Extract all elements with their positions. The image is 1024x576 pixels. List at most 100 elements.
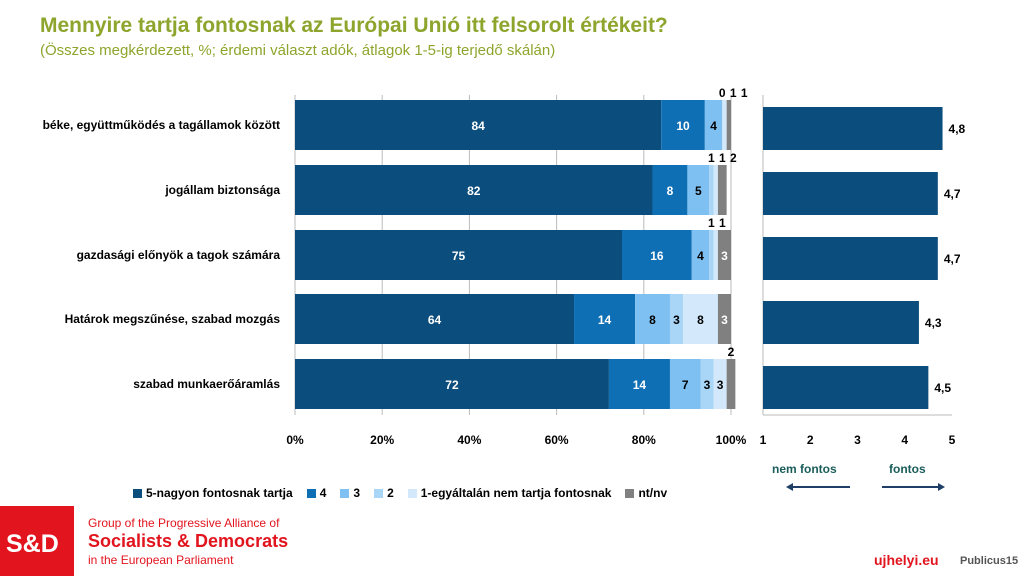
bar-segment (700, 359, 714, 409)
bar-segment (683, 294, 718, 344)
x-tick-label: 1 (760, 433, 767, 447)
data-label: 7 (682, 378, 689, 392)
bar-segment (726, 100, 731, 150)
mean-bar (763, 237, 938, 280)
data-label: 3 (704, 378, 711, 392)
bar-segment (661, 100, 705, 150)
legend-label: 3 (353, 486, 361, 500)
legend-label: 5-nagyon fontosnak tartja (146, 486, 293, 500)
bar-segment (704, 100, 723, 150)
category-label: gazdasági előnyök a tagok számára (77, 248, 281, 262)
bar-segment (608, 359, 670, 409)
sd-line1: Group of the Progressive Alliance of (88, 516, 280, 530)
x-tick-label: 100% (716, 433, 747, 447)
data-label: 10 (676, 119, 690, 133)
bar-segment (635, 294, 670, 344)
bar-segment (709, 165, 714, 215)
data-label: 1 (719, 216, 726, 230)
chart-title: Mennyire tartja fontosnak az Európai Uni… (40, 14, 668, 37)
data-label: 4 (697, 249, 704, 263)
legend-label: 2 (387, 486, 394, 500)
legend-item: 2 (374, 486, 394, 500)
category-label: jogállam biztonsága (164, 183, 280, 197)
x-tick-label: 40% (457, 433, 481, 447)
x-tick-label: 20% (370, 433, 394, 447)
bar-segment (713, 165, 718, 215)
mean-label: 4,7 (944, 252, 961, 266)
data-label: 3 (673, 313, 680, 327)
mean-label: 4,8 (949, 122, 966, 136)
data-label: 82 (467, 184, 481, 198)
mean-label: 4,7 (944, 187, 961, 201)
legend-label: 1-egyáltalán nem tartja fontosnak (420, 486, 612, 500)
x-tick-label: 60% (545, 433, 569, 447)
data-label: 14 (633, 378, 647, 392)
bar-segment (717, 165, 727, 215)
legend-item: nt/nv (625, 486, 667, 500)
data-label: 8 (649, 313, 656, 327)
bar-segment (717, 230, 731, 280)
x-tick-label: 2 (807, 433, 814, 447)
bar-segment (574, 294, 636, 344)
mean-label: 4,5 (934, 381, 951, 395)
legend: 5-nagyon fontosnak tartja 4 3 2 1-egyáltalán… (133, 486, 667, 500)
legend-swatch (133, 488, 142, 498)
legend-swatch (340, 488, 350, 498)
mean-bar (763, 172, 938, 215)
data-label: 1 (741, 86, 748, 100)
mean-bar (763, 301, 919, 344)
legend-item: 1-egyáltalán nem tartja fontosnak (407, 486, 612, 500)
bar-segment (726, 359, 736, 409)
sd-logo: S&D (0, 506, 74, 576)
bar-segment (295, 294, 575, 344)
x-tick-label: 4 (901, 433, 908, 447)
mean-bar (763, 366, 929, 409)
publicus-logo: Publicus15 (960, 555, 1019, 567)
x-tick-label: 0% (286, 433, 304, 447)
data-label: 75 (452, 249, 466, 263)
legend-item: 4 (306, 486, 327, 500)
sd-line2: Socialists & Democrats (88, 531, 289, 551)
ujhelyi-logo: ujhelyi.eu (874, 552, 939, 568)
bar-segment (669, 294, 684, 344)
sd-line3: in the European Parliament (88, 553, 234, 567)
data-label: 72 (445, 378, 459, 392)
arrow-right-icon (938, 483, 945, 491)
data-label: 1 (719, 151, 726, 165)
x-tick-label: 3 (854, 433, 861, 447)
data-label: 14 (598, 313, 612, 327)
category-label: béke, együttműködés a tagállamok között (43, 118, 280, 132)
data-label: 1 (708, 151, 715, 165)
bar-segment (717, 294, 731, 344)
legend-swatch (625, 488, 635, 498)
legend-label: nt/nv (638, 486, 668, 500)
legend-swatch (374, 488, 384, 498)
data-label: 2 (728, 345, 735, 359)
category-label: szabad munkaerőáramlás (133, 377, 280, 391)
legend-swatch (306, 488, 316, 498)
data-label: 1 (708, 216, 715, 230)
bar-segment (295, 165, 653, 215)
bar-segment (295, 359, 609, 409)
chart-subtitle: (Összes megkérdezett, %; érdemi választ … (40, 42, 556, 59)
data-label: 5 (695, 184, 702, 198)
bar-segment (669, 359, 701, 409)
bar-segment (622, 230, 692, 280)
bar-segment (709, 230, 714, 280)
bar-segment (295, 100, 662, 150)
bar-segment (713, 359, 727, 409)
data-label: 16 (650, 249, 664, 263)
bar-segment (713, 230, 718, 280)
legend-label: 4 (319, 486, 327, 500)
sd-text: Group of the Progressive Alliance of Soc… (88, 516, 288, 567)
mean-label: 4,3 (925, 316, 942, 330)
legend-item: 3 (340, 486, 360, 500)
data-label: 8 (667, 184, 674, 198)
category-label: Határok megszűnése, szabad mozgás (65, 312, 281, 326)
bar-segment (295, 230, 622, 280)
chart-canvas: 0% 20% 40% 60% 80% 100% béke, együttműködés a … (43, 86, 966, 491)
fontos-label: fontos (889, 462, 926, 476)
legend-swatch (407, 488, 417, 498)
mean-bar (763, 107, 943, 150)
bar-segment (652, 165, 688, 215)
